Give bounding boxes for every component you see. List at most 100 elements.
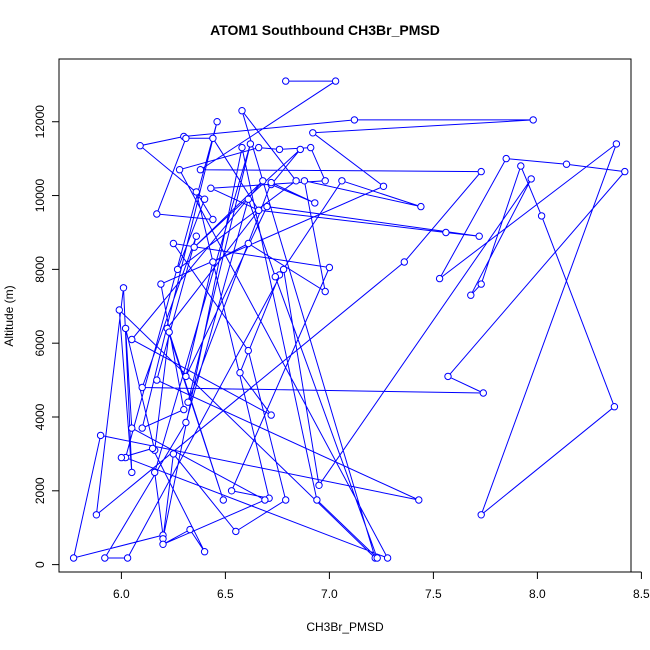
data-point	[309, 129, 317, 137]
y-tick-label: 2000	[33, 477, 47, 504]
data-point	[128, 424, 136, 432]
y-tick-label: 6000	[33, 330, 47, 357]
y-axis-label: Altitude (m)	[2, 285, 16, 346]
data-point	[227, 487, 236, 495]
data-point	[192, 232, 201, 240]
data-point	[612, 140, 621, 148]
data-point	[279, 265, 288, 274]
data-point	[383, 554, 392, 562]
data-point	[267, 411, 275, 419]
data-point	[338, 177, 346, 185]
data-point	[169, 450, 178, 458]
data-point	[209, 258, 217, 266]
x-tick-label: 7.5	[425, 587, 442, 601]
data-point	[182, 372, 190, 381]
x-axis-label: CH3Br_PMSD	[306, 620, 384, 634]
data-point	[529, 116, 537, 124]
data-point	[261, 496, 269, 504]
data-point	[259, 177, 267, 185]
data-point	[190, 243, 198, 251]
data-point	[373, 554, 381, 562]
data-point	[207, 184, 215, 192]
data-point	[610, 403, 619, 411]
y-tick-label: 4000	[33, 403, 47, 430]
data-point	[200, 195, 209, 203]
data-point	[415, 496, 423, 504]
data-point	[282, 77, 290, 85]
data-point	[180, 405, 188, 414]
y-tick-label: 12000	[33, 105, 47, 139]
x-tick-label: 8.0	[529, 587, 546, 601]
data-point	[379, 182, 388, 191]
data-point	[621, 167, 629, 176]
data-point	[186, 525, 194, 534]
data-point	[400, 258, 408, 266]
x-tick-label: 6.0	[113, 587, 130, 601]
data-point	[175, 166, 184, 174]
data-point	[244, 346, 253, 355]
x-axis: 6.0 6.5 7.0 7.5 8.0 8.5	[113, 571, 650, 601]
plot-area	[69, 77, 629, 562]
data-point	[96, 431, 105, 440]
data-point	[121, 324, 130, 333]
data-point	[292, 177, 300, 185]
data-point	[153, 210, 161, 218]
x-tick-label: 6.5	[217, 587, 234, 601]
data-point	[169, 239, 178, 248]
x-tick-label: 7.0	[321, 587, 338, 601]
data-point	[477, 280, 485, 288]
series-line	[72, 80, 626, 560]
data-point	[119, 284, 128, 292]
data-point	[184, 398, 192, 406]
data-point	[101, 554, 109, 562]
data-point	[196, 166, 205, 174]
data-point	[138, 424, 146, 432]
data-point	[219, 496, 228, 504]
data-point	[115, 306, 124, 314]
data-point	[165, 328, 173, 336]
data-point	[192, 188, 201, 196]
data-point	[263, 202, 271, 211]
plot-frame	[58, 58, 632, 573]
data-point	[244, 239, 253, 248]
data-point	[311, 199, 319, 207]
data-point	[238, 107, 246, 115]
data-point	[562, 160, 571, 168]
data-point	[209, 134, 217, 143]
data-point	[271, 273, 279, 281]
data-point	[321, 287, 329, 296]
data-point	[213, 118, 221, 126]
data-point	[442, 228, 450, 237]
data-point	[238, 143, 246, 152]
data-point	[244, 195, 253, 203]
data-point	[282, 496, 290, 504]
data-point	[527, 175, 535, 183]
data-point	[138, 383, 146, 392]
data-point	[182, 134, 190, 143]
data-point	[296, 145, 304, 154]
data-point	[232, 527, 240, 536]
y-tick-label: 8000	[33, 256, 47, 283]
data-point	[435, 274, 444, 283]
data-point	[417, 202, 425, 211]
data-point	[123, 554, 132, 562]
data-point	[148, 444, 157, 453]
data-point	[350, 116, 359, 124]
data-point	[331, 77, 340, 85]
data-point	[477, 511, 485, 519]
data-point	[236, 369, 244, 377]
data-point	[92, 511, 101, 519]
data-point	[502, 154, 510, 163]
data-point	[307, 143, 315, 152]
data-point	[255, 143, 263, 152]
data-point	[128, 468, 136, 477]
data-point	[173, 265, 182, 274]
data-point	[200, 548, 209, 556]
data-point	[475, 232, 483, 240]
data-point	[321, 177, 329, 185]
data-point	[128, 335, 136, 344]
data-point	[151, 468, 159, 477]
data-point	[255, 206, 263, 215]
data-point	[477, 167, 485, 176]
